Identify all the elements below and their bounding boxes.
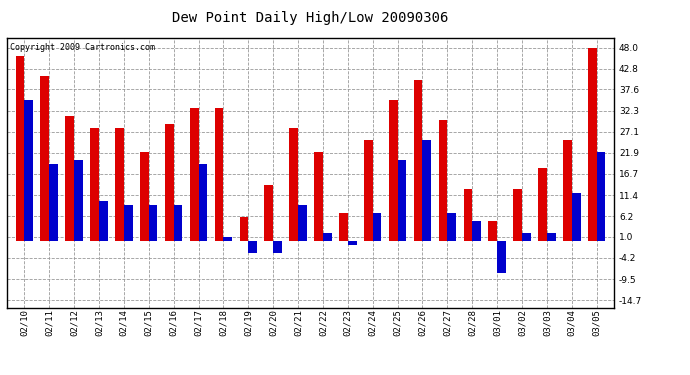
Bar [74,160,83,241]
Bar [538,168,547,241]
Bar [597,152,605,241]
Bar [90,128,99,241]
Bar [314,152,323,241]
Bar [464,189,472,241]
Bar [323,233,332,241]
Bar [389,100,397,241]
Bar [215,108,224,241]
Bar [224,237,232,241]
Bar [41,76,49,241]
Bar [364,140,373,241]
Bar [563,140,572,241]
Bar [190,108,199,241]
Bar [373,213,382,241]
Bar [273,241,282,253]
Bar [99,201,108,241]
Bar [422,140,431,241]
Bar [397,160,406,241]
Bar [124,205,132,241]
Bar [547,233,555,241]
Bar [264,184,273,241]
Bar [588,48,597,241]
Text: Dew Point Daily High/Low 20090306: Dew Point Daily High/Low 20090306 [172,11,448,25]
Bar [174,205,182,241]
Bar [497,241,506,273]
Text: Copyright 2009 Cartronics.com: Copyright 2009 Cartronics.com [10,43,155,52]
Bar [24,100,33,241]
Bar [298,205,307,241]
Bar [522,233,531,241]
Bar [115,128,124,241]
Bar [49,165,58,241]
Bar [572,193,580,241]
Bar [165,124,174,241]
Bar [339,213,348,241]
Bar [348,241,357,245]
Bar [239,217,248,241]
Bar [513,189,522,241]
Bar [149,205,157,241]
Bar [439,120,447,241]
Bar [447,213,456,241]
Bar [140,152,149,241]
Bar [414,80,422,241]
Bar [199,165,207,241]
Bar [289,128,298,241]
Bar [16,56,24,241]
Bar [66,116,74,241]
Bar [472,221,481,241]
Bar [248,241,257,253]
Bar [489,221,497,241]
